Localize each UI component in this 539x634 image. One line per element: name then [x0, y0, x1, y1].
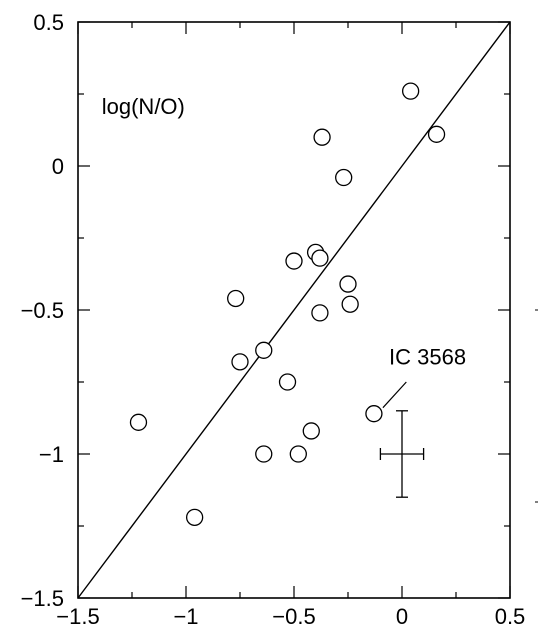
- y-tick-label: 0: [52, 154, 64, 179]
- y-tick-label: −1.5: [21, 586, 64, 611]
- plot-frame: [77, 21, 511, 599]
- data-point: [313, 128, 331, 146]
- x-tick-label: 0: [396, 604, 408, 629]
- one-to-one-line: [77, 21, 511, 599]
- x-tick-label: −1: [173, 604, 198, 629]
- data-point: [255, 341, 273, 359]
- quantity-label: log(N/O): [102, 94, 185, 119]
- x-tick-label: 0.5: [495, 604, 526, 629]
- data-point: [227, 289, 245, 308]
- data-point: [255, 445, 273, 463]
- data-point: [285, 252, 303, 270]
- y-tick-label: −0.5: [21, 298, 64, 323]
- x-tick-label: −1.5: [56, 604, 99, 629]
- data-point: [289, 445, 307, 463]
- data-point: [401, 82, 420, 100]
- data-point: [185, 508, 204, 527]
- y-tick-label: 0.5: [33, 10, 64, 35]
- data-point: [311, 304, 329, 322]
- data-point: [365, 405, 383, 423]
- error-bar: [379, 410, 425, 498]
- axis-tick-labels: −1.5 −1 −0.5 0 0.5 −1.5 −1 −0.5 0 0.5: [21, 10, 526, 629]
- data-point: [278, 373, 297, 391]
- y-tick-label: −1: [39, 442, 64, 467]
- data-point: [341, 295, 359, 313]
- data-point: [231, 353, 249, 371]
- data-point: [427, 125, 446, 143]
- data-points: [129, 82, 446, 527]
- data-point: [129, 413, 148, 431]
- annotation-leader-line: [382, 381, 407, 409]
- object-label: IC 3568: [389, 345, 466, 370]
- data-point: [335, 168, 353, 187]
- data-point: [302, 422, 320, 440]
- data-point: [339, 275, 357, 293]
- x-tick-label: −0.5: [272, 604, 315, 629]
- data-point: [311, 249, 329, 267]
